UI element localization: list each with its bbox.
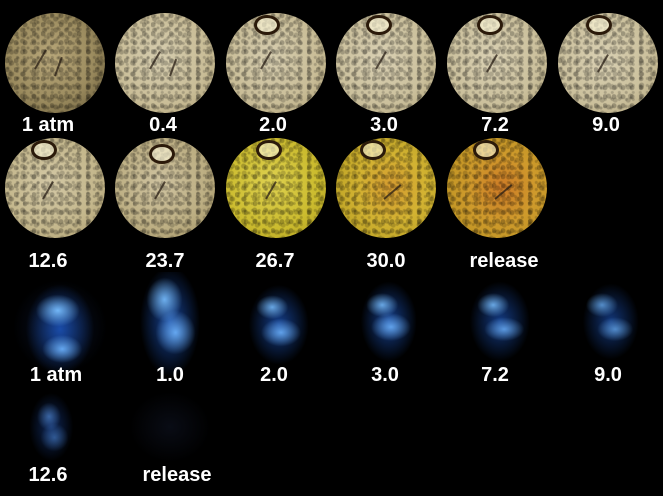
pressure-label: 7.2	[481, 364, 509, 386]
pressure-label: 9.0	[592, 114, 620, 136]
pressure-label: 3.0	[371, 364, 399, 386]
pressure-label: 30.0	[366, 250, 406, 272]
pressure-label: 1 atm	[29, 364, 83, 386]
pressure-label: 12.6	[28, 250, 68, 272]
pressure-label: 12.6	[28, 464, 68, 486]
pressure-label: 26.7	[255, 250, 295, 272]
pressure-label: 0.4	[149, 114, 177, 136]
pressure-label: 9.0	[594, 364, 622, 386]
pressure-label: 2.0	[259, 114, 287, 136]
pressure-label: 3.0	[370, 114, 398, 136]
pressure-label: 1 atm	[21, 114, 75, 136]
pressure-label: 23.7	[145, 250, 185, 272]
pressure-label: release	[142, 464, 212, 486]
pressure-label: 1.0	[156, 364, 184, 386]
pressure-label: 7.2	[481, 114, 509, 136]
pressure-label: 2.0	[260, 364, 288, 386]
pressure-label: release	[469, 250, 539, 272]
